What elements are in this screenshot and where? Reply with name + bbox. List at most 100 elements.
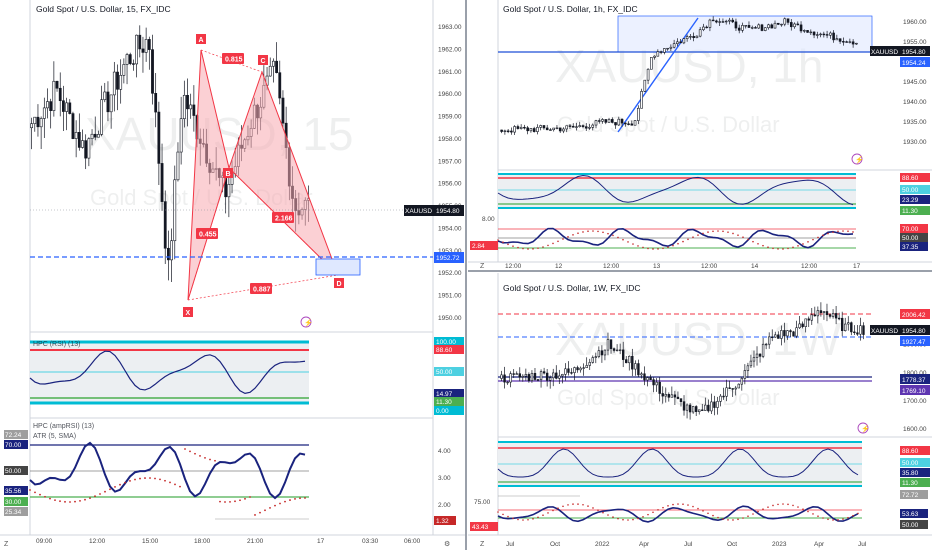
br-time-tick: Jul (684, 541, 693, 548)
atr-dot (29, 489, 31, 491)
tr-price-tag: XAUUSD 1954.80 1954.24 (870, 46, 930, 67)
atr-dot (164, 479, 166, 482)
br-candle-body (713, 401, 716, 408)
tr-candle-body (786, 18, 790, 23)
br-atr-dot (557, 507, 559, 510)
tr-atr-dot (622, 238, 624, 241)
left-candle-body (39, 118, 43, 128)
br-atr-dot (852, 514, 854, 517)
br-candle-body (844, 323, 847, 332)
br-atr-dot (532, 518, 534, 520)
tr-rsi-tag (900, 195, 930, 204)
left-price-tick: 1958.00 (438, 136, 462, 143)
atr-tag (434, 516, 456, 525)
tr-rsi-tag (900, 185, 930, 194)
atr-dot (134, 478, 136, 481)
br-candle-body (786, 330, 789, 337)
zoom-icon[interactable]: Z (4, 541, 9, 548)
tr-atr-dot (712, 230, 714, 233)
left-candle-body (122, 64, 126, 76)
br-atr-dot (522, 519, 524, 521)
left-candle-body (167, 247, 170, 261)
left-candle-body (97, 134, 100, 138)
atr-dot (259, 511, 261, 514)
br-candle-body (688, 404, 692, 413)
tr-candle-body (819, 33, 822, 36)
amp-tag (4, 486, 28, 495)
br-atr-dot (752, 513, 754, 515)
tr-time-tick: 17 (853, 263, 861, 270)
atr-dot (44, 495, 46, 498)
zoom-icon[interactable]: Z (480, 541, 485, 548)
tr-atr-dot (547, 244, 549, 247)
atr-dots (29, 448, 306, 516)
br-atr-dot (512, 517, 514, 520)
svg-text:⚡: ⚡ (861, 424, 870, 433)
left-candle-body (74, 132, 78, 139)
br-candle-body (679, 398, 683, 402)
br-atr-dot (547, 512, 549, 514)
tr-candle-body (767, 24, 770, 29)
br-atr-dot (572, 503, 574, 505)
tr-amp-tag (900, 242, 928, 251)
atr-tag-value: 1.32 (436, 518, 449, 525)
tr-atr-dot (667, 246, 669, 248)
br-atr-dot (732, 519, 734, 521)
br-candle-body (600, 350, 604, 356)
tr-candle-body (650, 57, 653, 70)
tr-atr-dot (517, 246, 519, 249)
atr-dot (69, 501, 71, 503)
br-atr-dot (517, 518, 519, 521)
tr-candle-body (552, 127, 556, 131)
tr-amp-tag-value: 70.00 (902, 226, 919, 233)
tr-atr-dot (672, 244, 674, 247)
br-atr-dot (587, 505, 589, 507)
br-candle-body (792, 331, 795, 337)
tr-price-tick: 1930.00 (903, 139, 927, 146)
tr-rsi-tag-value: 23.29 (902, 197, 919, 204)
left-candle-body (186, 94, 189, 110)
br-candle-body (670, 394, 674, 398)
atr-dot (139, 477, 141, 480)
atr-dot (169, 481, 171, 484)
rsi-tag (434, 345, 464, 354)
br-candle-body (807, 318, 810, 321)
br-candle-body (676, 396, 680, 399)
tr-candle-body (640, 91, 643, 109)
tr-atr-dot (567, 236, 569, 238)
tr-atr-dot (597, 230, 599, 233)
zoom-icon[interactable]: Z (480, 263, 485, 270)
left-candle-body (52, 80, 56, 111)
settings-icon[interactable]: ⚙ (444, 540, 450, 548)
tr-rsi-tag (900, 206, 930, 215)
rsi-tag (434, 397, 464, 406)
left-candle-body (157, 111, 161, 164)
br-candle-body (673, 394, 677, 398)
tr-candle-body (718, 21, 721, 23)
br-rsi-tag (900, 446, 930, 455)
lightning-icon[interactable]: ⚡ (851, 153, 864, 165)
br-candle-body (579, 367, 582, 371)
br-atr-dot (812, 513, 814, 515)
br-candle-body (749, 360, 753, 367)
atr-dot (159, 478, 161, 481)
br-amp-tag-value: 50.00 (902, 522, 919, 529)
tr-time-tick: 12:00 (701, 263, 718, 270)
amp-tag (4, 440, 28, 449)
tr-price-tick: 1945.00 (903, 79, 927, 86)
br-atr-dot (642, 515, 644, 518)
tr-atr-dot (722, 230, 724, 233)
br-atr-dot (692, 505, 694, 508)
tr-candle-body (773, 22, 777, 29)
tr-atr-dot (817, 236, 819, 239)
tr-candle-body (607, 119, 611, 123)
br-candle-body (831, 313, 835, 317)
br-atr-dot (537, 516, 539, 519)
pattern-point-label: B (226, 171, 231, 178)
left-price-tick: 1952.00 (438, 270, 462, 277)
lightning-icon[interactable]: ⚡ (857, 422, 870, 434)
atr-dot (54, 499, 56, 501)
lightning-icon[interactable]: ⚡ (300, 316, 313, 328)
tr-atr-dot (512, 245, 514, 247)
left-price-tick: 1953.00 (438, 248, 462, 255)
